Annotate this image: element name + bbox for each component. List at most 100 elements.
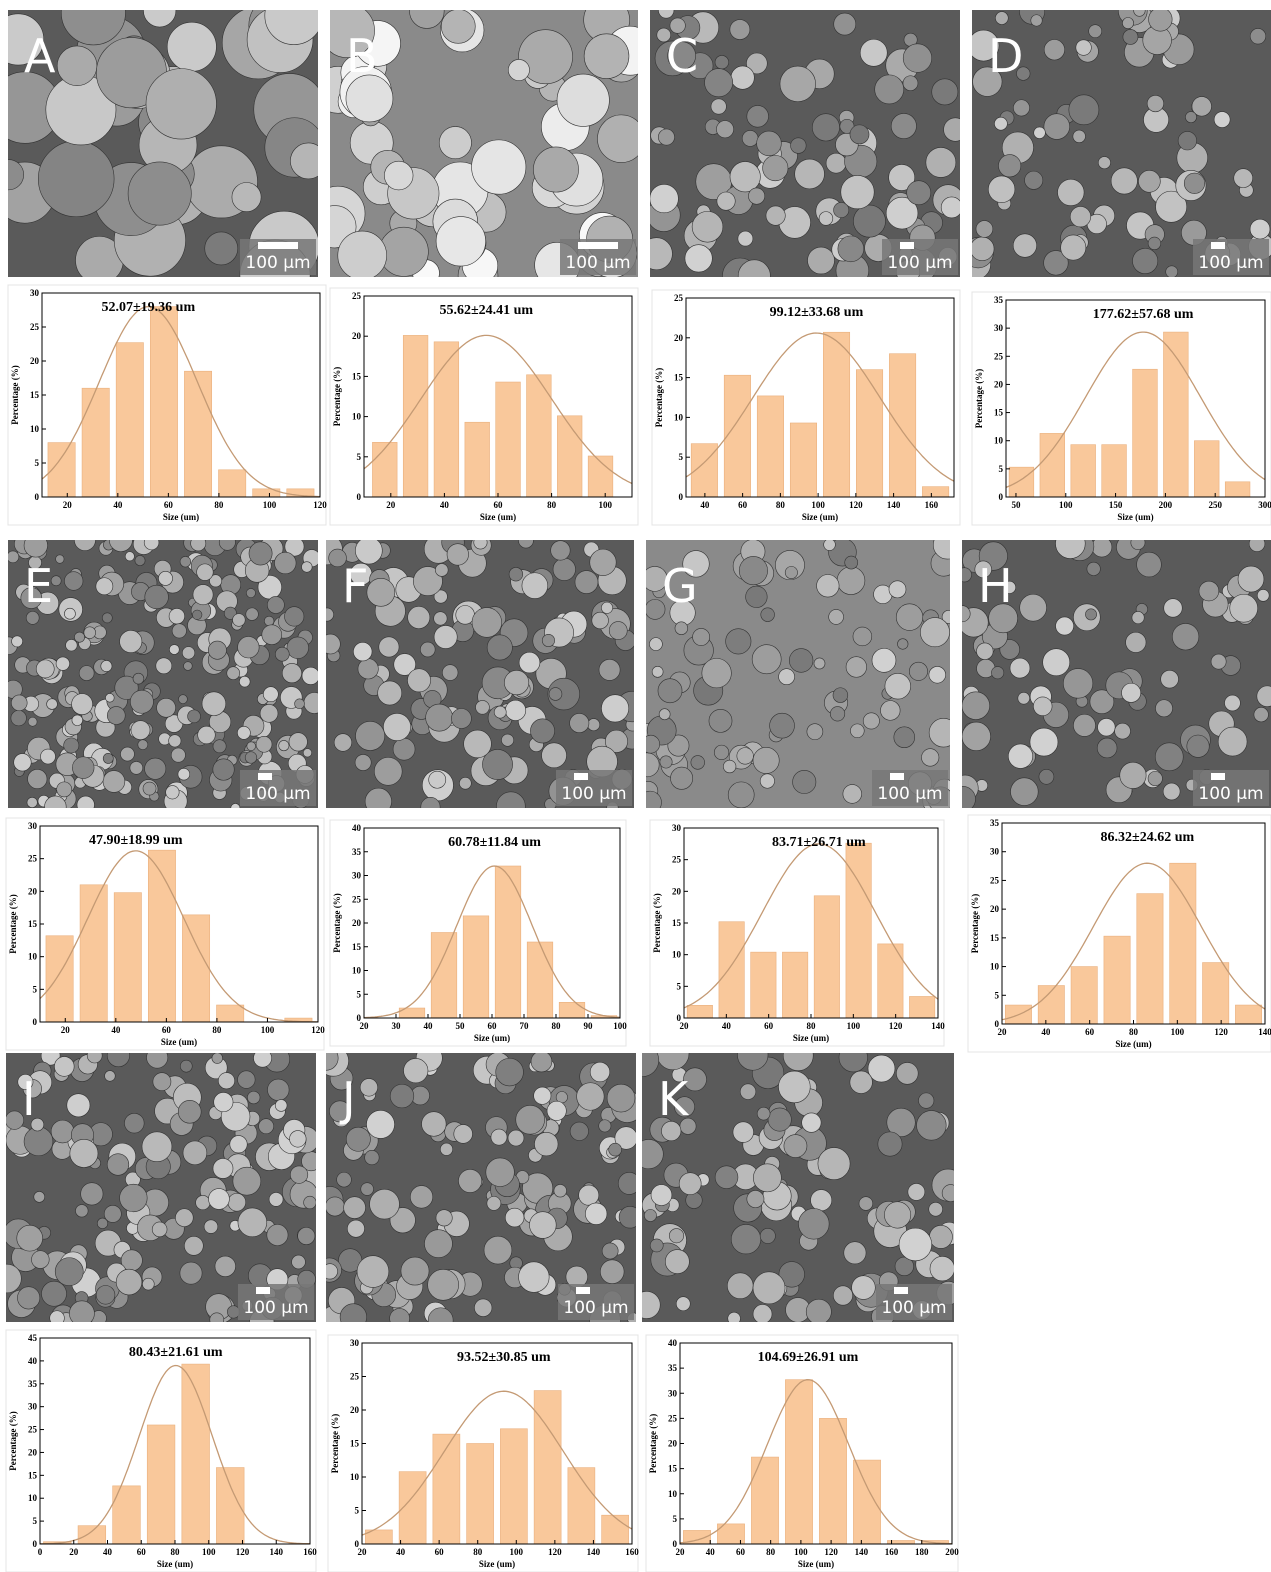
x-tick-label: 200	[1159, 500, 1173, 510]
x-tick-label: 150	[1109, 500, 1123, 510]
x-axis-label: Size (um)	[1115, 1039, 1151, 1049]
sem-sphere	[238, 1071, 256, 1089]
sem-sphere	[320, 634, 340, 654]
sem-sphere	[290, 143, 326, 179]
sem-image: B100 μm	[311, 0, 655, 295]
sem-sphere	[32, 1251, 50, 1269]
sem-sphere	[933, 531, 961, 559]
sem-sphere	[378, 681, 402, 705]
sem-sphere	[834, 13, 856, 35]
sem-sphere	[932, 79, 958, 105]
sem-sphere	[669, 1229, 683, 1243]
sem-sphere	[742, 130, 758, 146]
sem-sphere	[739, 556, 767, 584]
sem-sphere	[880, 701, 900, 721]
bar	[846, 843, 871, 1018]
x-axis-label: Size (um)	[480, 512, 516, 522]
sem-sphere	[599, 659, 620, 680]
sem-sphere	[365, 788, 391, 814]
x-tick-label: 100	[1059, 500, 1073, 510]
sem-sphere	[665, 1250, 689, 1274]
sem-sphere	[209, 1189, 230, 1210]
sem-sphere	[1120, 762, 1146, 788]
x-tick-label: 40	[700, 500, 710, 510]
sem-sphere	[5, 1111, 23, 1129]
x-tick-label: 120	[311, 1025, 325, 1035]
sem-sphere	[304, 1196, 317, 1209]
y-tick-label: 40	[668, 1338, 678, 1348]
sem-sphere	[218, 1073, 234, 1089]
sem-sphere	[1098, 157, 1110, 169]
scale-bar	[574, 773, 588, 780]
sem-sphere	[1018, 692, 1030, 704]
sem-sphere	[908, 1183, 925, 1200]
sem-sphere	[64, 572, 83, 591]
sem-sphere	[791, 138, 807, 154]
sem-sphere	[1211, 654, 1226, 669]
sem-sphere	[101, 660, 112, 671]
sem-sphere	[585, 1203, 607, 1225]
x-axis-label: Size (um)	[163, 512, 199, 522]
sem-sphere	[917, 1111, 947, 1141]
chart: 406080100120140160051015202599.12±33.68 …	[652, 290, 960, 525]
sem-sphere	[131, 721, 150, 740]
y-axis-label: Percentage (%)	[8, 1411, 18, 1471]
sem-sphere	[404, 1058, 428, 1082]
sem-sphere	[850, 1071, 873, 1094]
y-tick-label: 15	[28, 1470, 38, 1480]
sem-sphere	[153, 1073, 171, 1091]
chart-title: 99.12±33.68 um	[770, 305, 864, 320]
bar	[1104, 936, 1130, 1024]
scale-bar	[256, 1287, 270, 1294]
sem-sphere	[213, 1158, 233, 1178]
x-tick-label: 40	[722, 1021, 732, 1031]
sem-sphere	[320, 608, 333, 621]
bar	[147, 1425, 175, 1544]
sem-sphere	[303, 749, 311, 757]
sem-sphere	[763, 155, 788, 180]
scale-bar	[258, 773, 272, 780]
scale-bar-label: 100 μm	[881, 1298, 946, 1318]
sem-sphere	[1250, 219, 1270, 239]
panel-label: A	[24, 29, 56, 83]
sem-sphere	[522, 573, 548, 599]
sem-sphere	[1087, 562, 1100, 575]
chart: 2040608010012005101520253047.90±18.99 um…	[6, 818, 325, 1050]
sem-sphere	[213, 740, 226, 753]
x-tick-label: 100	[613, 1021, 627, 1031]
sem-sphere	[1097, 738, 1117, 758]
scale-bar	[1211, 773, 1225, 780]
x-tick-label: 60	[435, 1547, 445, 1557]
sem-sphere	[407, 669, 430, 692]
sem-sphere	[1137, 552, 1162, 577]
sem-sphere	[26, 611, 39, 624]
x-tick-label: 40	[440, 500, 450, 510]
y-tick-label: 25	[350, 1372, 360, 1382]
y-tick-label: 5	[357, 989, 362, 999]
sem-sphere	[290, 1166, 307, 1183]
sem-sphere	[184, 1236, 203, 1255]
sem-sphere	[818, 1148, 850, 1180]
sem-sphere	[650, 1239, 663, 1252]
sem-sphere	[487, 1196, 501, 1210]
bar	[823, 332, 849, 497]
sem-sphere	[130, 690, 153, 713]
sem-sphere	[991, 667, 1003, 679]
sem-sphere	[230, 1136, 247, 1153]
sem-sphere	[778, 1071, 810, 1103]
sem-sphere	[859, 1197, 873, 1211]
bar	[719, 922, 744, 1018]
sem-sphere	[878, 1132, 902, 1156]
x-tick-label: 60	[488, 1021, 498, 1031]
sem-sphere	[357, 1256, 389, 1288]
sem-sphere	[716, 121, 733, 138]
x-tick-label: 20	[63, 500, 73, 510]
sem-sphere	[346, 1127, 370, 1151]
y-tick-label: 5	[355, 1506, 360, 1516]
bar	[687, 1005, 712, 1018]
y-axis-label: Percentage (%)	[652, 893, 662, 953]
sem-sphere	[726, 629, 751, 654]
sem-sphere	[753, 747, 779, 773]
x-tick-label: 100	[1171, 1027, 1185, 1037]
sem-sphere	[529, 1212, 556, 1239]
